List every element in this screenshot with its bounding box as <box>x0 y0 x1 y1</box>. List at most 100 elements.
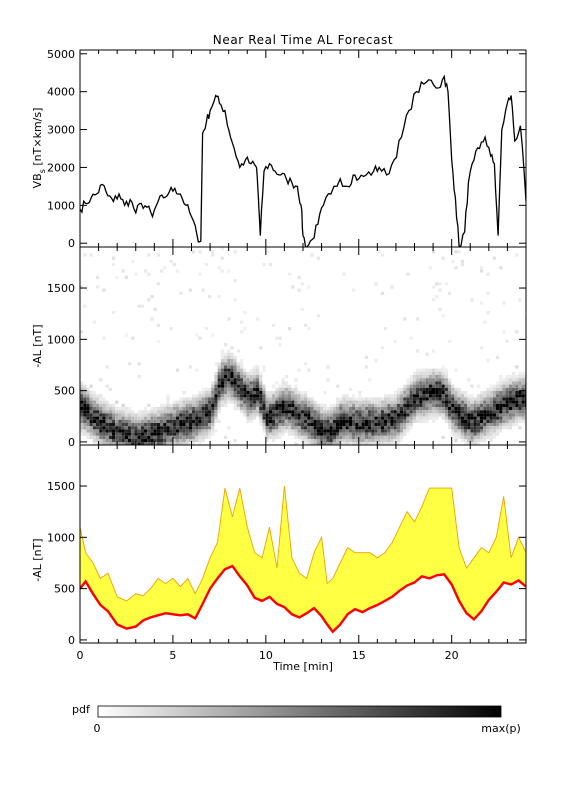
heatmap-cell <box>483 435 487 439</box>
heatmap-cell <box>137 426 141 430</box>
heatmap-cell <box>400 416 404 420</box>
vbs-series-line <box>80 74 526 247</box>
heatmap-cell <box>358 426 362 430</box>
heatmap-cell <box>374 400 378 404</box>
heatmap-cell <box>182 426 186 430</box>
heatmap-cell <box>387 419 391 423</box>
heatmap-cell <box>294 384 298 388</box>
heatmap-cell <box>156 413 160 417</box>
heatmap-cell <box>348 400 352 404</box>
heatmap-cell <box>454 387 458 391</box>
heatmap-cell <box>492 419 496 423</box>
heatmap-cell <box>204 397 208 401</box>
heatmap-cell <box>297 419 301 423</box>
heatmap-cell <box>419 375 423 379</box>
heatmap-cell <box>105 365 109 369</box>
heatmap-cell <box>374 429 378 433</box>
heatmap-cell <box>243 381 247 385</box>
heatmap-cell <box>457 413 461 417</box>
heatmap-cell <box>198 407 202 411</box>
heatmap-cell <box>368 407 372 411</box>
heatmap-cell <box>246 416 250 420</box>
heatmap-cell <box>92 394 96 398</box>
heatmap-cell <box>416 413 420 417</box>
heatmap-cell <box>448 397 452 401</box>
heatmap-cell <box>352 419 356 423</box>
heatmap-cell <box>412 391 416 395</box>
heatmap-cell <box>444 410 448 414</box>
heatmap-cell <box>265 423 269 427</box>
heatmap-cell <box>150 423 154 427</box>
heatmap-cell <box>195 423 199 427</box>
heatmap-cell <box>396 419 400 423</box>
heatmap-cell <box>288 387 292 391</box>
heatmap-cell <box>281 381 285 385</box>
heatmap-cell <box>467 419 471 423</box>
heatmap-cell <box>336 400 340 404</box>
heatmap-cell <box>230 375 234 379</box>
heatmap-cell <box>156 339 160 343</box>
heatmap-cell <box>272 323 276 327</box>
heatmap-cell <box>262 419 266 423</box>
heatmap-cell <box>352 407 356 411</box>
heatmap-cell <box>112 413 116 417</box>
heatmap-cell <box>316 256 320 260</box>
heatmap-cell <box>284 416 288 420</box>
heatmap-cell <box>409 384 413 388</box>
heatmap-cell <box>460 407 464 411</box>
heatmap-cell <box>195 416 199 420</box>
heatmap-cell <box>99 419 103 423</box>
heatmap-cell <box>374 435 378 439</box>
heatmap-cell <box>496 381 500 385</box>
heatmap-cell <box>259 391 263 395</box>
heatmap-cell <box>438 391 442 395</box>
heatmap-cell <box>428 391 432 395</box>
heatmap-cell <box>140 419 144 423</box>
y-tick-label: 1000 <box>47 333 75 346</box>
heatmap-cell <box>342 407 346 411</box>
heatmap-cell <box>246 403 250 407</box>
heatmap-cell <box>227 397 231 401</box>
heatmap-cell <box>352 432 356 436</box>
heatmap-cell <box>153 307 157 311</box>
heatmap-cell <box>291 397 295 401</box>
heatmap-cell <box>499 394 503 398</box>
heatmap-cell <box>387 400 391 404</box>
heatmap-cell <box>236 368 240 372</box>
heatmap-cell <box>390 413 394 417</box>
heatmap-cell <box>160 416 164 420</box>
heatmap-cell <box>195 426 199 430</box>
heatmap-cell <box>230 378 234 382</box>
heatmap-cell <box>400 410 404 414</box>
heatmap-cell <box>131 432 135 436</box>
heatmap-cell <box>320 416 324 420</box>
heatmap-cell <box>166 416 170 420</box>
heatmap-cell <box>220 397 224 401</box>
heatmap-cell <box>249 403 253 407</box>
heatmap-cell <box>208 391 212 395</box>
heatmap-cell <box>211 333 215 337</box>
heatmap-cell <box>406 413 410 417</box>
heatmap-cell <box>476 442 480 445</box>
heatmap-cell <box>454 439 458 443</box>
heatmap-cell <box>489 387 493 391</box>
heatmap-cell <box>480 419 484 423</box>
heatmap-cell <box>316 410 320 414</box>
heatmap-cell <box>416 410 420 414</box>
heatmap-cell <box>288 400 292 404</box>
heatmap-cell <box>483 320 487 324</box>
heatmap-cell <box>320 429 324 433</box>
heatmap-cell <box>393 413 397 417</box>
heatmap-cell <box>457 423 461 427</box>
heatmap-cell <box>252 410 256 414</box>
heatmap-cell <box>284 410 288 414</box>
heatmap-cell <box>208 419 212 423</box>
heatmap-cell <box>118 410 122 414</box>
heatmap-cell <box>140 304 144 308</box>
heatmap-cell <box>448 381 452 385</box>
heatmap-cell <box>163 442 167 445</box>
heatmap-cell <box>92 410 96 414</box>
heatmap-cell <box>425 397 429 401</box>
heatmap-cell <box>419 400 423 404</box>
heatmap-cell <box>83 419 87 423</box>
